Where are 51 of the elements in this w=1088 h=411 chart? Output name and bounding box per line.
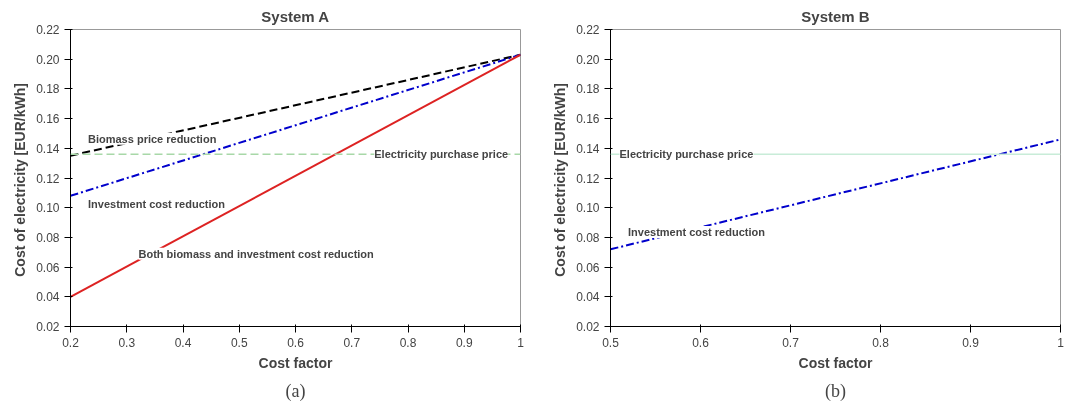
y-tick-label: 0.04: [36, 290, 60, 305]
y-tick-label: 0.02: [576, 320, 600, 334]
chart-title: System B: [801, 7, 870, 25]
y-tick-label: 0.14: [576, 141, 600, 156]
x-tick-label: 1: [1057, 335, 1065, 350]
y-tick-label: 0.14: [36, 141, 60, 156]
x-tick-label: 0.2: [62, 335, 80, 350]
x-tick-label: 0.7: [782, 335, 800, 350]
x-tick-label: 1: [517, 335, 525, 350]
y-tick-label: 0.22: [36, 23, 60, 37]
y-tick-label: 0.02: [36, 320, 60, 334]
x-tick-label: 0.8: [872, 335, 890, 350]
y-tick-label: 0.16: [36, 112, 60, 127]
annotation: Electricity purchase price: [374, 148, 509, 161]
text: (a): [285, 380, 306, 402]
series-label: Biomass price reduction: [88, 132, 217, 145]
annotation: Electricity purchase price: [619, 148, 754, 161]
y-tick-label: 0.22: [576, 23, 600, 37]
y-tick-label: 0.08: [576, 230, 600, 245]
series-label: Investment cost reduction: [88, 197, 226, 210]
x-tick-label: 0.5: [602, 335, 620, 350]
y-tick-label: 0.12: [36, 171, 60, 186]
y-tick-label: 0.10: [36, 201, 60, 216]
y-tick-label: 0.18: [36, 82, 60, 97]
y-tick-label: 0.06: [576, 260, 600, 275]
x-tick-label: 0.6: [287, 335, 305, 350]
x-tick-label: 0.5: [230, 335, 248, 350]
y-tick-label: 0.06: [36, 260, 60, 275]
y-tick-label: 0.12: [576, 171, 600, 186]
x-tick-label: 0.9: [962, 335, 980, 350]
y-axis-title: Cost of electricity [EUR/kWh]: [552, 83, 569, 277]
y-tick-label: 0.10: [576, 201, 600, 216]
text: (b): [825, 380, 847, 402]
x-tick-label: 0.4: [174, 335, 192, 350]
x-axis-title: Cost factor: [258, 354, 333, 371]
x-tick-label: 0.7: [343, 335, 361, 350]
x-tick-label: 0.6: [692, 335, 710, 350]
y-axis-title: Cost of electricity [EUR/kWh]: [12, 83, 29, 277]
chart-title: System A: [261, 7, 330, 25]
y-tick-label: 0.18: [576, 82, 600, 97]
y-tick-label: 0.20: [576, 52, 600, 67]
series-label: Investment cost reduction: [628, 225, 766, 238]
y-tick-label: 0.08: [36, 230, 60, 245]
x-axis-title: Cost factor: [798, 354, 873, 371]
x-tick-label: 0.3: [118, 335, 136, 350]
y-tick-label: 0.20: [36, 52, 60, 67]
series-label: Both biomass and investment cost reduction: [138, 247, 375, 260]
y-tick-label: 0.16: [576, 112, 600, 127]
x-tick-label: 0.8: [399, 335, 417, 350]
x-tick-label: 0.9: [455, 335, 473, 350]
y-tick-label: 0.04: [576, 290, 600, 305]
